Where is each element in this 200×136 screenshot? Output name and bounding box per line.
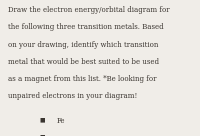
Text: Fe: Fe [57, 117, 66, 125]
Text: Draw the electron energy/orbital diagram for: Draw the electron energy/orbital diagram… [8, 6, 170, 14]
Text: ■: ■ [39, 117, 44, 122]
Text: Mn: Mn [57, 135, 69, 136]
Text: metal that would be best suited to be used: metal that would be best suited to be us… [8, 58, 159, 66]
Text: on your drawing, identify which transition: on your drawing, identify which transiti… [8, 41, 158, 49]
Text: unpaired electrons in your diagram!: unpaired electrons in your diagram! [8, 92, 137, 101]
Text: the following three transition metals. Based: the following three transition metals. B… [8, 23, 164, 31]
Text: ■: ■ [39, 135, 44, 136]
Text: as a magnet from this list. *Be looking for: as a magnet from this list. *Be looking … [8, 75, 156, 83]
